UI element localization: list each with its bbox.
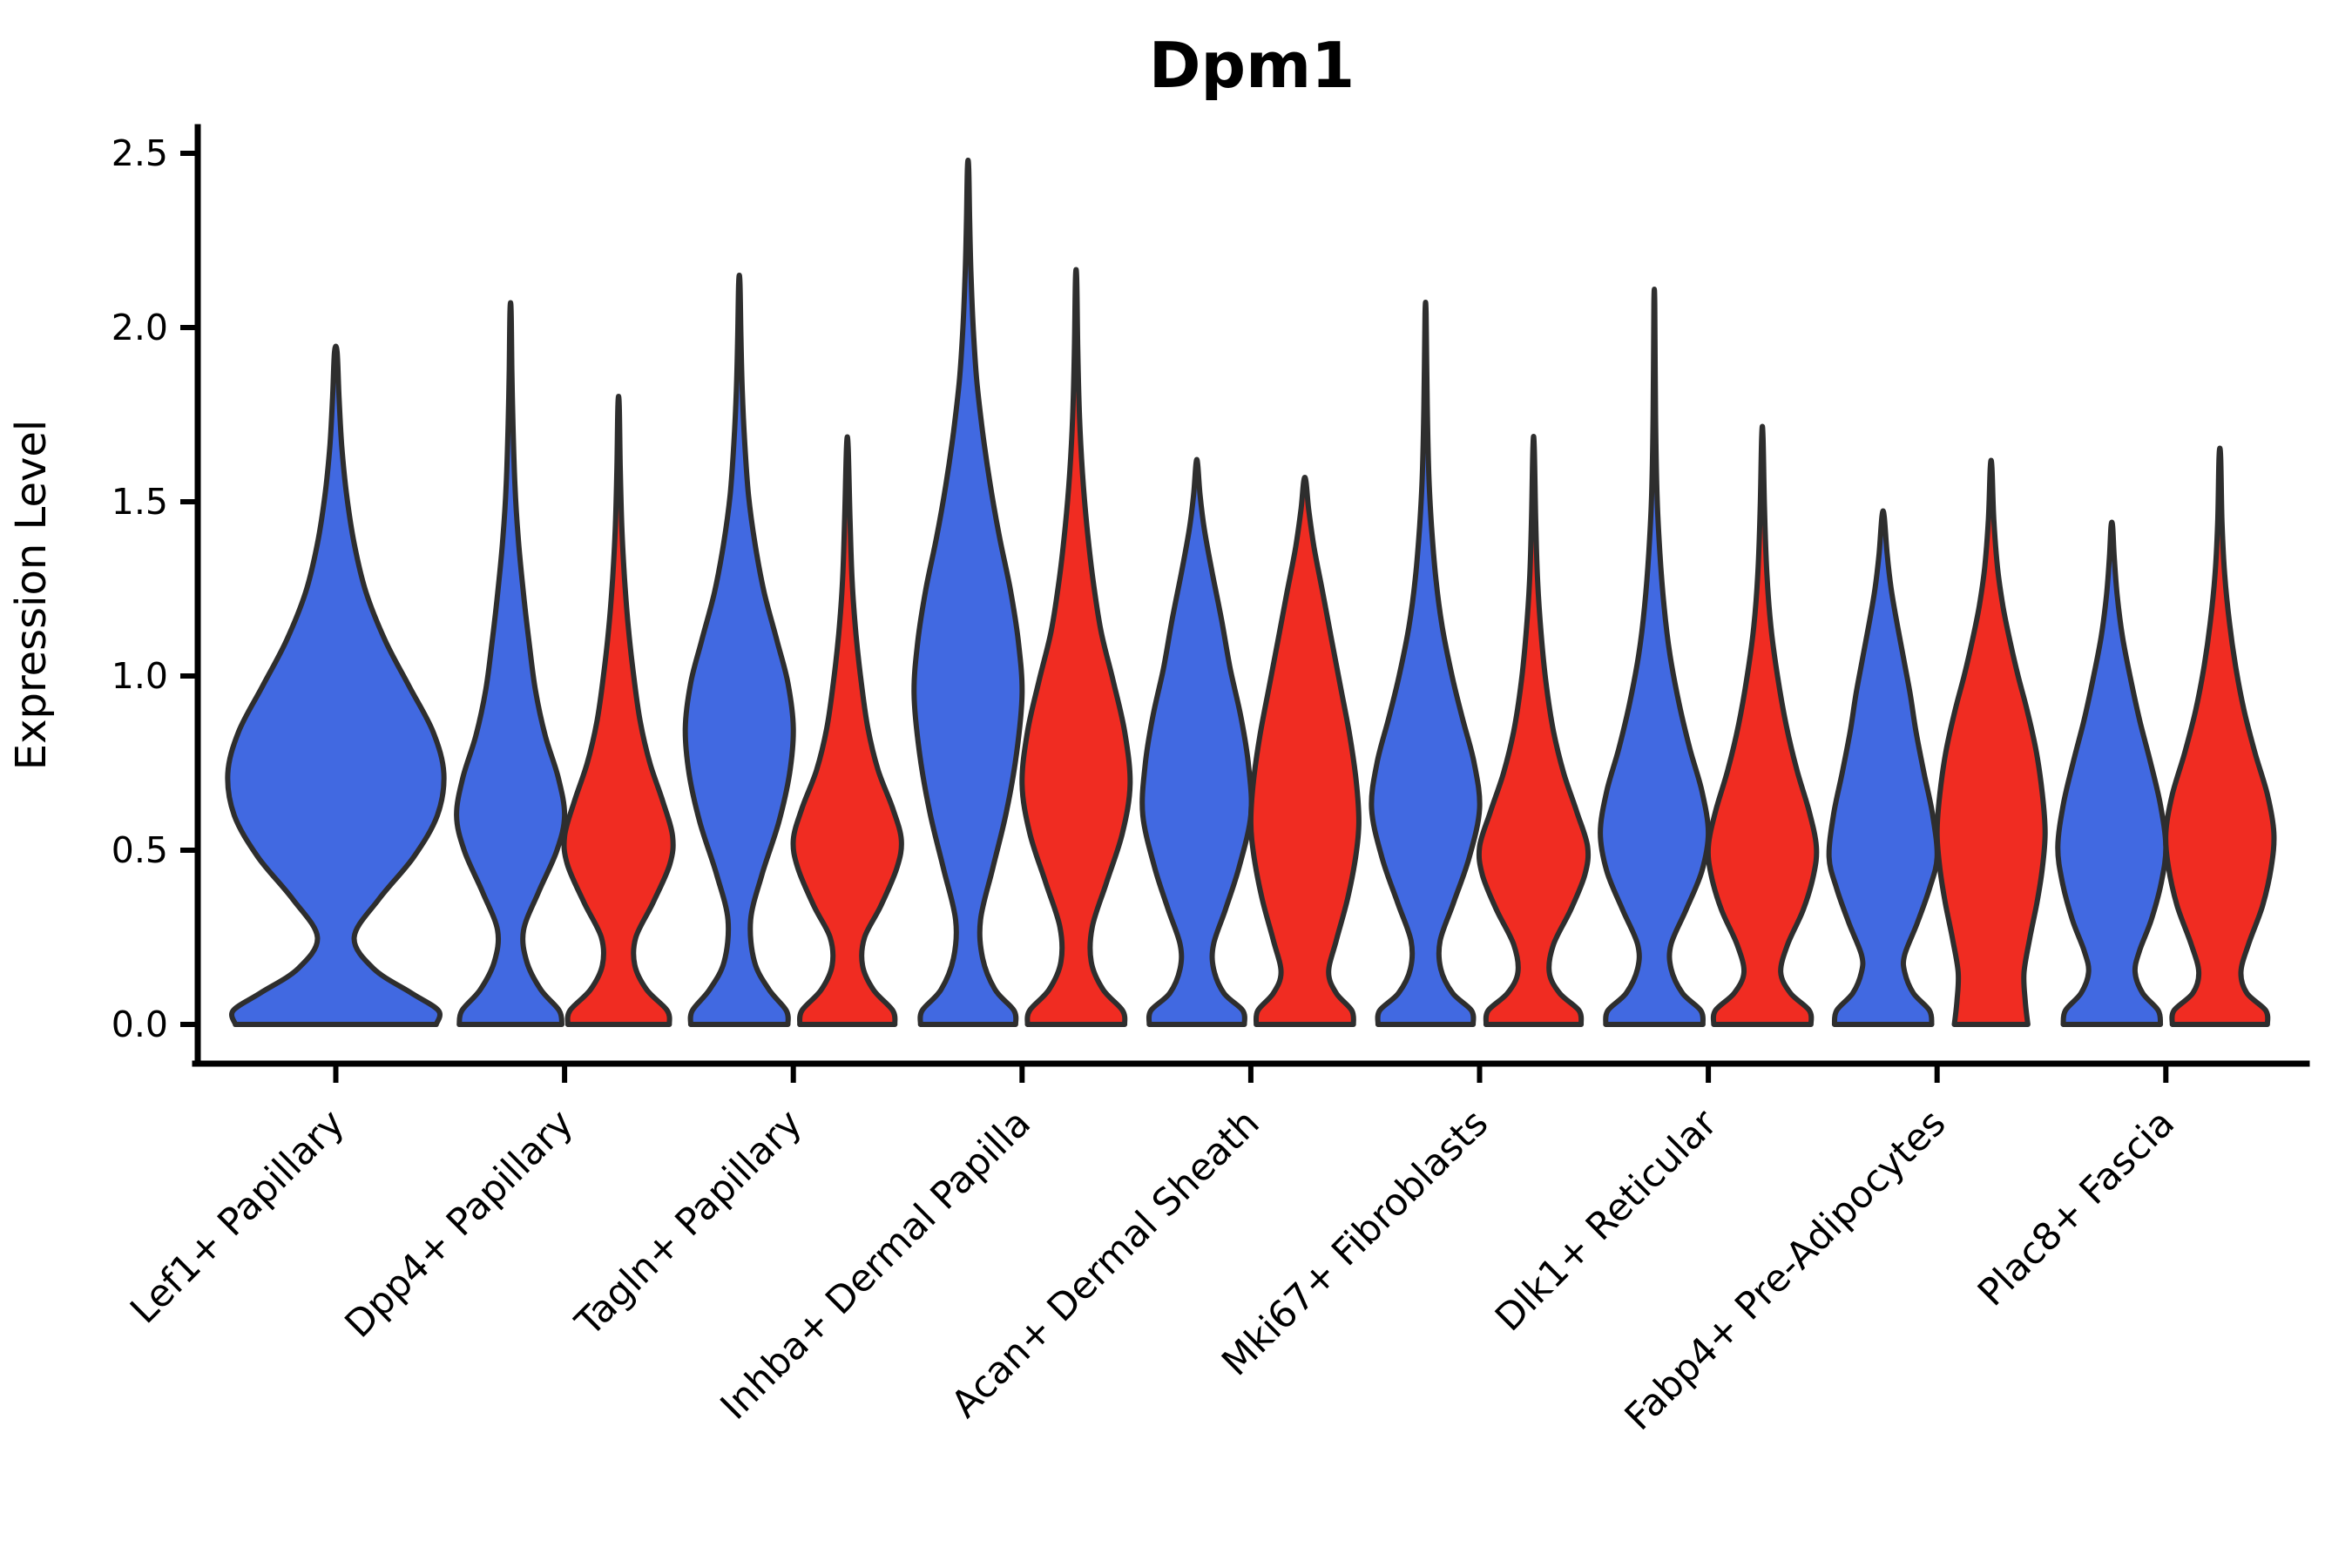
plot-title: Dpm1 <box>1149 29 1355 102</box>
x-tick-label: Plac8+ Fascia <box>1970 1101 2183 1315</box>
y-tick-label: 1.5 <box>112 481 168 523</box>
x-tick-label: Dlk1+ Reticular <box>1487 1101 1726 1340</box>
violin-plac8-fascia-blue <box>2055 519 2169 1027</box>
violin-inhba-dermal-papilla-red <box>1019 267 1133 1027</box>
violin-tagln-papillary-blue <box>682 272 796 1027</box>
y-tick-label: 2.0 <box>112 307 168 348</box>
violin-dlk1-reticular-blue <box>1598 287 1712 1027</box>
violin-mki67-fibroblasts-red <box>1476 433 1592 1027</box>
x-tick-label: Tagln+ Papillary <box>567 1101 811 1345</box>
x-tick-label: Lef1+ Papillary <box>122 1101 353 1332</box>
violin-acan-dermal-sheath-blue <box>1139 456 1254 1027</box>
y-tick-label: 0.5 <box>112 829 168 871</box>
y-axis-label: Expression Level <box>7 420 56 771</box>
violin-fabp4-pre-adipocytes-red <box>1934 457 2048 1027</box>
y-tick-label: 2.5 <box>112 132 168 174</box>
y-tick-label: 0.0 <box>112 1004 168 1045</box>
violin-tagln-papillary-red <box>790 434 904 1027</box>
y-tick-label: 1.0 <box>112 655 168 697</box>
violin-lef1-papillary-blue <box>225 343 447 1027</box>
violin-acan-dermal-sheath-red <box>1247 475 1362 1027</box>
y-tick-group: 0.0 0.5 1.0 1.5 2.0 2.5 <box>112 132 198 1045</box>
violin-inhba-dermal-papilla-blue <box>911 157 1025 1027</box>
violin-dpp4-papillary-red <box>561 394 676 1027</box>
x-tick-label: Dpp4+ Papillary <box>337 1101 582 1346</box>
violin-mki67-fibroblasts-blue <box>1369 300 1483 1027</box>
violin-fabp4-pre-adipocytes-blue <box>1826 508 1940 1027</box>
violin-dpp4-papillary-blue <box>454 300 568 1027</box>
violins-group <box>225 157 2277 1027</box>
violin-plac8-fascia-red <box>2163 445 2277 1027</box>
violin-dlk1-reticular-red <box>1705 423 1820 1027</box>
